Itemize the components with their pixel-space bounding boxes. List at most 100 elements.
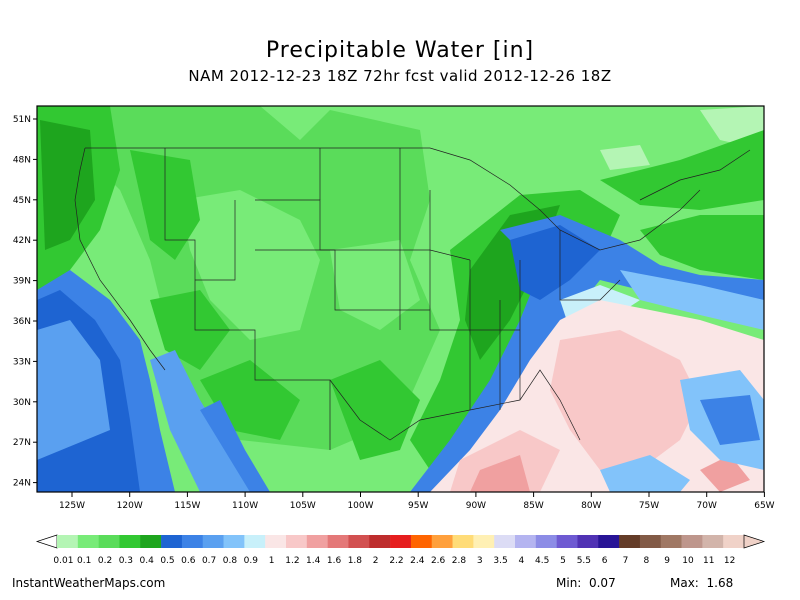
colorbar-label: 10 <box>682 556 694 566</box>
map-title: Precipitable Water [in] <box>265 38 535 63</box>
colorbar-label: 1.4 <box>306 556 321 566</box>
longitude-axis: 125W 120W 115W 110W 105W 100W 95W 90W 85W 80W 75W 7… <box>59 492 775 511</box>
lon-label: 100W <box>347 501 373 511</box>
lon-label: 90W <box>466 501 486 511</box>
lat-label: 33N <box>13 357 31 367</box>
colorbar-label: 0.2 <box>97 556 113 566</box>
min-value: 0.07 <box>588 576 616 590</box>
lon-label: 85W <box>523 501 543 511</box>
colorbar-label: 8 <box>643 556 650 566</box>
colorbar-label: 3.5 <box>493 556 508 566</box>
colorbar-label: 1 <box>268 556 275 566</box>
colorbar-swatch <box>244 535 266 548</box>
colorbar-label: 0.8 <box>222 556 238 566</box>
colorbar-swatch <box>390 535 412 548</box>
colorbar-swatch <box>119 535 141 548</box>
colorbar-label: 9 <box>664 556 670 566</box>
colorbar-swatch <box>577 535 599 548</box>
colorbar-swatch <box>702 535 724 548</box>
colorbar-swatch <box>348 535 370 548</box>
max-readout: Max: 1.68 <box>670 576 733 590</box>
min-label: Min: <box>556 576 582 590</box>
colorbar-label: 2 <box>372 556 379 566</box>
max-value: 1.68 <box>706 576 734 590</box>
colorbar-swatch <box>265 535 287 548</box>
colorbar-swatch <box>327 535 349 548</box>
colorbar-swatch <box>77 535 99 548</box>
colorbar-swatch <box>619 535 641 548</box>
colorbar-swatch <box>410 535 433 548</box>
colorbar-swatch <box>660 535 682 548</box>
colorbar-swatch <box>181 535 204 548</box>
lon-label: 120W <box>117 501 143 511</box>
lat-label: 42N <box>13 236 31 246</box>
colorbar-label: 2.4 <box>410 556 425 566</box>
lon-label: 95W <box>408 501 428 511</box>
lat-label: 30N <box>13 398 31 408</box>
colorbar-label: 5 <box>560 556 566 566</box>
colorbar-label: 2.2 <box>389 556 404 566</box>
colorbar-swatch <box>452 535 474 548</box>
lat-label: 45N <box>13 196 31 206</box>
colorbar-label: 0.6 <box>181 556 196 566</box>
max-label: Max: <box>670 576 699 590</box>
colorbar-label: 0.01 <box>53 556 74 566</box>
lon-label: 70W <box>697 501 717 511</box>
colorbar-label: 1.6 <box>326 556 342 566</box>
lon-label: 80W <box>581 501 601 511</box>
colorbar-label: 7 <box>622 556 629 566</box>
colorbar-swatch <box>681 535 703 548</box>
colorbar-label: 0.5 <box>160 556 175 566</box>
colorbar-right-arrow <box>743 534 766 549</box>
colorbar-swatch <box>515 535 537 548</box>
colorbar-label: 0.3 <box>118 556 134 566</box>
colorbar-swatch <box>723 535 745 548</box>
colorbar-swatch <box>369 535 391 548</box>
colorbar-swatch <box>556 535 578 548</box>
colorbar-label: 0.1 <box>77 556 92 566</box>
site-credit: InstantWeatherMaps.com <box>12 576 166 590</box>
colorbar-label: 2.6 <box>430 556 446 566</box>
lon-label: 75W <box>639 501 659 511</box>
latitude-axis: 51N 48N 45N 42N 39N 36N 33N 30N 27N 24N <box>13 115 37 489</box>
colorbar-label: 0.9 <box>243 556 258 566</box>
lat-label: 39N <box>13 277 31 287</box>
colorbar-swatch <box>639 535 662 548</box>
lon-label: 115W <box>174 501 200 511</box>
colorbar-swatch <box>598 535 620 548</box>
colorbar-label: 5.5 <box>576 556 592 566</box>
lon-label: 65W <box>754 501 774 511</box>
colorbar-label: 2.8 <box>451 556 467 566</box>
colorbar-swatch <box>161 535 183 548</box>
colorbar-label: 12 <box>723 556 736 566</box>
colorbar <box>35 534 766 549</box>
colorbar-swatch <box>223 535 245 548</box>
colorbar-swatch <box>98 535 120 548</box>
lon-label: 110W <box>232 501 258 511</box>
colorbar-label: 4.5 <box>535 556 550 566</box>
lat-label: 48N <box>13 155 31 165</box>
colorbar-swatch <box>57 535 79 548</box>
lat-label: 27N <box>13 438 31 448</box>
colorbar-swatch <box>202 535 224 548</box>
lat-label: 24N <box>13 479 31 489</box>
colorbar-swatch <box>535 535 557 548</box>
lat-label: 51N <box>13 115 31 125</box>
lon-label: 105W <box>290 501 316 511</box>
colorbar-label: 6 <box>601 556 608 566</box>
colorbar-label: 4 <box>518 556 525 566</box>
colorbar-swatch <box>494 535 516 548</box>
colorbar-left-arrow <box>35 534 58 549</box>
colorbar-swatch <box>306 535 328 548</box>
map-subtitle: NAM 2012-12-23 18Z 72hr fcst valid 2012-… <box>188 67 612 85</box>
colorbar-swatch <box>140 535 162 548</box>
colorbar-label: 0.7 <box>201 556 217 566</box>
colorbar-label: 1.8 <box>347 556 363 566</box>
colorbar-label: 1.2 <box>285 556 300 566</box>
colorbar-label: 3 <box>476 556 483 566</box>
colorbar-label: 11 <box>703 556 715 566</box>
map-frame <box>36 105 765 493</box>
map-field <box>37 106 764 492</box>
lat-label: 36N <box>13 317 31 327</box>
